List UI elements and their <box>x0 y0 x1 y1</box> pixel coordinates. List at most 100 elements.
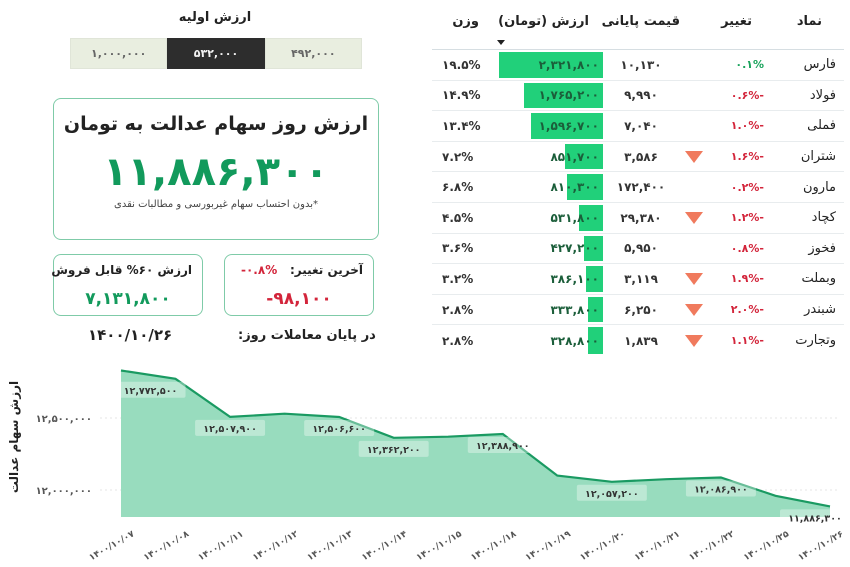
sellable-value-amount: ۷,۱۳۱,۸۰۰ <box>85 289 171 309</box>
row-value: ۳۳۳,۸۰۰ <box>483 295 603 325</box>
row-change: -۰.۲% <box>730 180 764 194</box>
down-triangle-icon <box>685 150 703 163</box>
row-symbol[interactable]: کچاد <box>811 210 836 226</box>
data-label: ۱۲,۷۷۲,۵۰۰ <box>115 381 186 398</box>
value-line <box>120 369 831 508</box>
row-value: ۸۵۱,۷۰۰ <box>483 142 603 172</box>
value-bar <box>499 52 603 78</box>
row-value: ۳۲۸,۸۰۰ <box>483 325 603 356</box>
sellable-value-label: ارزش ۶۰% قابل فروش <box>51 263 192 277</box>
row-value: ۸۱۰,۳۰۰ <box>483 172 603 202</box>
trading-date: ۱۴۰۰/۱۰/۲۶ <box>88 326 173 344</box>
row-change: -۱.۶% <box>730 150 764 164</box>
x-tick-label: ۱۴۰۰/۱۰/۲۲ <box>688 529 737 563</box>
x-tick-label: ۱۴۰۰/۱۰/۰۷ <box>88 529 137 563</box>
row-symbol[interactable]: فارس <box>803 57 836 73</box>
down-triangle-icon <box>685 334 703 347</box>
data-label: ۱۲,۵۰۶,۶۰۰ <box>304 420 375 437</box>
y-tick-label: ۱۲,۵۰۰,۰۰۰ <box>36 414 92 425</box>
row-weight: ۷.۲% <box>442 149 474 164</box>
header-symbol[interactable]: نماد <box>796 14 822 29</box>
value-bar <box>584 235 603 262</box>
stocks-table: نماد تغییر قیمت پایانی ارزش (تومان) وزن … <box>432 0 844 356</box>
row-symbol[interactable]: وتجارت <box>795 333 836 349</box>
row-symbol[interactable]: شبندر <box>804 302 836 318</box>
row-change: -۱.۰% <box>730 119 764 133</box>
table-row[interactable]: فارس ۰.۱% ۱۰,۱۳۰ ۲,۳۲۱,۸۰۰ ۱۹.۵% <box>432 50 844 81</box>
table-row[interactable]: فولاد -۰.۶% ۹,۹۹۰ ۱,۷۶۵,۲۰۰ ۱۴.۹% <box>432 81 844 112</box>
table-row[interactable]: کچاد -۱.۲% ۲۹,۳۸۰ ۵۳۱,۸۰۰ ۴.۵% <box>432 203 844 234</box>
header-change[interactable]: تغییر <box>721 14 752 29</box>
svg-text:۱۲,۳۶۲,۲۰۰: ۱۲,۳۶۲,۲۰۰ <box>367 445 421 456</box>
table-row[interactable]: وتجارت -۱.۱% ۱,۸۳۹ ۳۲۸,۸۰۰ ۲.۸% <box>432 325 844 356</box>
header-value[interactable]: ارزش (تومان) <box>498 14 589 29</box>
row-symbol[interactable]: شتران <box>800 149 836 165</box>
row-symbol[interactable]: فملی <box>807 118 836 134</box>
row-trend <box>682 111 706 141</box>
x-tick-label: ۱۴۰۰/۱۰/۱۴ <box>360 529 409 563</box>
row-close-price: ۱,۸۳۹ <box>624 333 658 348</box>
row-weight: ۶.۸% <box>442 180 474 195</box>
daily-value-card: ارزش روز سهام عدالت به تومان ۱۱,۸۸۶,۳۰۰ … <box>53 98 379 240</box>
row-change: -۲.۰% <box>730 303 764 317</box>
last-change-card: آخرین تغییر: -۰.۸% -۹۸,۱۰۰ <box>224 254 374 316</box>
value-bar <box>586 266 603 292</box>
x-tick-label: ۱۴۰۰/۱۰/۱۱ <box>197 529 246 563</box>
data-label: ۱۲,۵۰۷,۹۰۰ <box>195 419 266 436</box>
down-triangle-icon <box>685 303 703 316</box>
row-symbol[interactable]: مارون <box>802 179 836 195</box>
table-row[interactable]: مارون -۰.۲% ۱۷۲,۴۰۰ ۸۱۰,۳۰۰ ۶.۸% <box>432 172 844 203</box>
data-label: ۱۱,۸۸۶,۳۰۰ <box>780 509 850 526</box>
row-trend <box>682 142 706 172</box>
row-close-price: ۷,۰۴۰ <box>624 118 658 133</box>
svg-text:۱۱,۸۸۶,۳۰۰: ۱۱,۸۸۶,۳۰۰ <box>788 513 842 524</box>
value-bar <box>524 82 603 109</box>
initial-value-title: ارزش اولیه <box>178 10 252 25</box>
sort-desc-icon[interactable] <box>497 40 505 45</box>
svg-text:۱۲,۳۸۸,۹۰۰: ۱۲,۳۸۸,۹۰۰ <box>476 441 530 452</box>
daily-value-title: ارزش روز سهام عدالت به تومان <box>63 113 369 135</box>
row-change: -۱.۱% <box>730 334 764 348</box>
x-tick-label: ۱۴۰۰/۱۰/۲۵ <box>742 529 791 563</box>
row-change: -۰.۶% <box>730 88 764 102</box>
row-close-price: ۶,۲۵۰ <box>624 302 658 317</box>
row-trend <box>682 234 706 264</box>
value-bar <box>565 143 603 170</box>
daily-value-amount: ۱۱,۸۸۶,۳۰۰ <box>103 149 329 195</box>
row-change: -۱.۹% <box>730 272 764 286</box>
row-close-price: ۱۰,۱۳۰ <box>620 57 662 72</box>
row-symbol[interactable]: فولاد <box>809 87 836 103</box>
header-weight[interactable]: وزن <box>452 14 479 29</box>
initial-value-option-1000000[interactable]: ۱,۰۰۰,۰۰۰ <box>70 38 168 69</box>
data-label: ۱۲,۳۸۸,۹۰۰ <box>467 436 538 453</box>
row-trend <box>682 325 706 356</box>
trading-date-label: در پایان معاملات روز: <box>238 328 376 343</box>
sellable-value-card: ارزش ۶۰% قابل فروش ۷,۱۳۱,۸۰۰ <box>51 254 203 316</box>
x-tick-label: ۱۴۰۰/۱۰/۱۵ <box>415 529 464 563</box>
header-close-price[interactable]: قیمت پایانی <box>601 14 680 29</box>
row-weight: ۴.۵% <box>442 210 474 225</box>
data-label: ۱۲,۳۶۲,۲۰۰ <box>358 440 429 457</box>
row-close-price: ۳,۱۱۹ <box>624 271 658 286</box>
row-trend <box>682 50 706 80</box>
value-bar <box>588 327 603 354</box>
initial-value-option-492000[interactable]: ۴۹۲,۰۰۰ <box>264 38 362 69</box>
row-symbol[interactable]: فخوز <box>808 240 836 256</box>
initial-value-option-532000[interactable]: ۵۳۲,۰۰۰ <box>167 38 265 69</box>
value-bar <box>588 296 603 323</box>
table-row[interactable]: وبملت -۱.۹% ۳,۱۱۹ ۳۸۶,۱۰۰ ۳.۲% <box>432 264 844 295</box>
row-weight: ۲.۸% <box>442 333 474 348</box>
table-row[interactable]: شبندر -۲.۰% ۶,۲۵۰ ۳۳۳,۸۰۰ ۲.۸% <box>432 295 844 326</box>
row-change: -۱.۲% <box>730 211 764 225</box>
row-value: ۱,۵۹۶,۷۰۰ <box>483 111 603 141</box>
last-change-percent: -۰.۸% <box>241 263 278 277</box>
row-symbol[interactable]: وبملت <box>801 271 836 287</box>
data-label: ۱۲,۰۵۷,۲۰۰ <box>576 484 647 501</box>
table-row[interactable]: شتران -۱.۶% ۳,۵۸۶ ۸۵۱,۷۰۰ ۷.۲% <box>432 142 844 173</box>
row-weight: ۱۹.۵% <box>442 57 481 72</box>
row-weight: ۲.۸% <box>442 302 474 317</box>
x-tick-label: ۱۴۰۰/۱۰/۰۸ <box>142 529 191 563</box>
table-row[interactable]: فخوز -۰.۸% ۵,۹۵۰ ۴۲۷,۲۰۰ ۳.۶% <box>432 234 844 265</box>
data-label: ۱۲,۰۸۶,۹۰۰ <box>685 480 756 497</box>
table-row[interactable]: فملی -۱.۰% ۷,۰۴۰ ۱,۵۹۶,۷۰۰ ۱۳.۴% <box>432 111 844 142</box>
